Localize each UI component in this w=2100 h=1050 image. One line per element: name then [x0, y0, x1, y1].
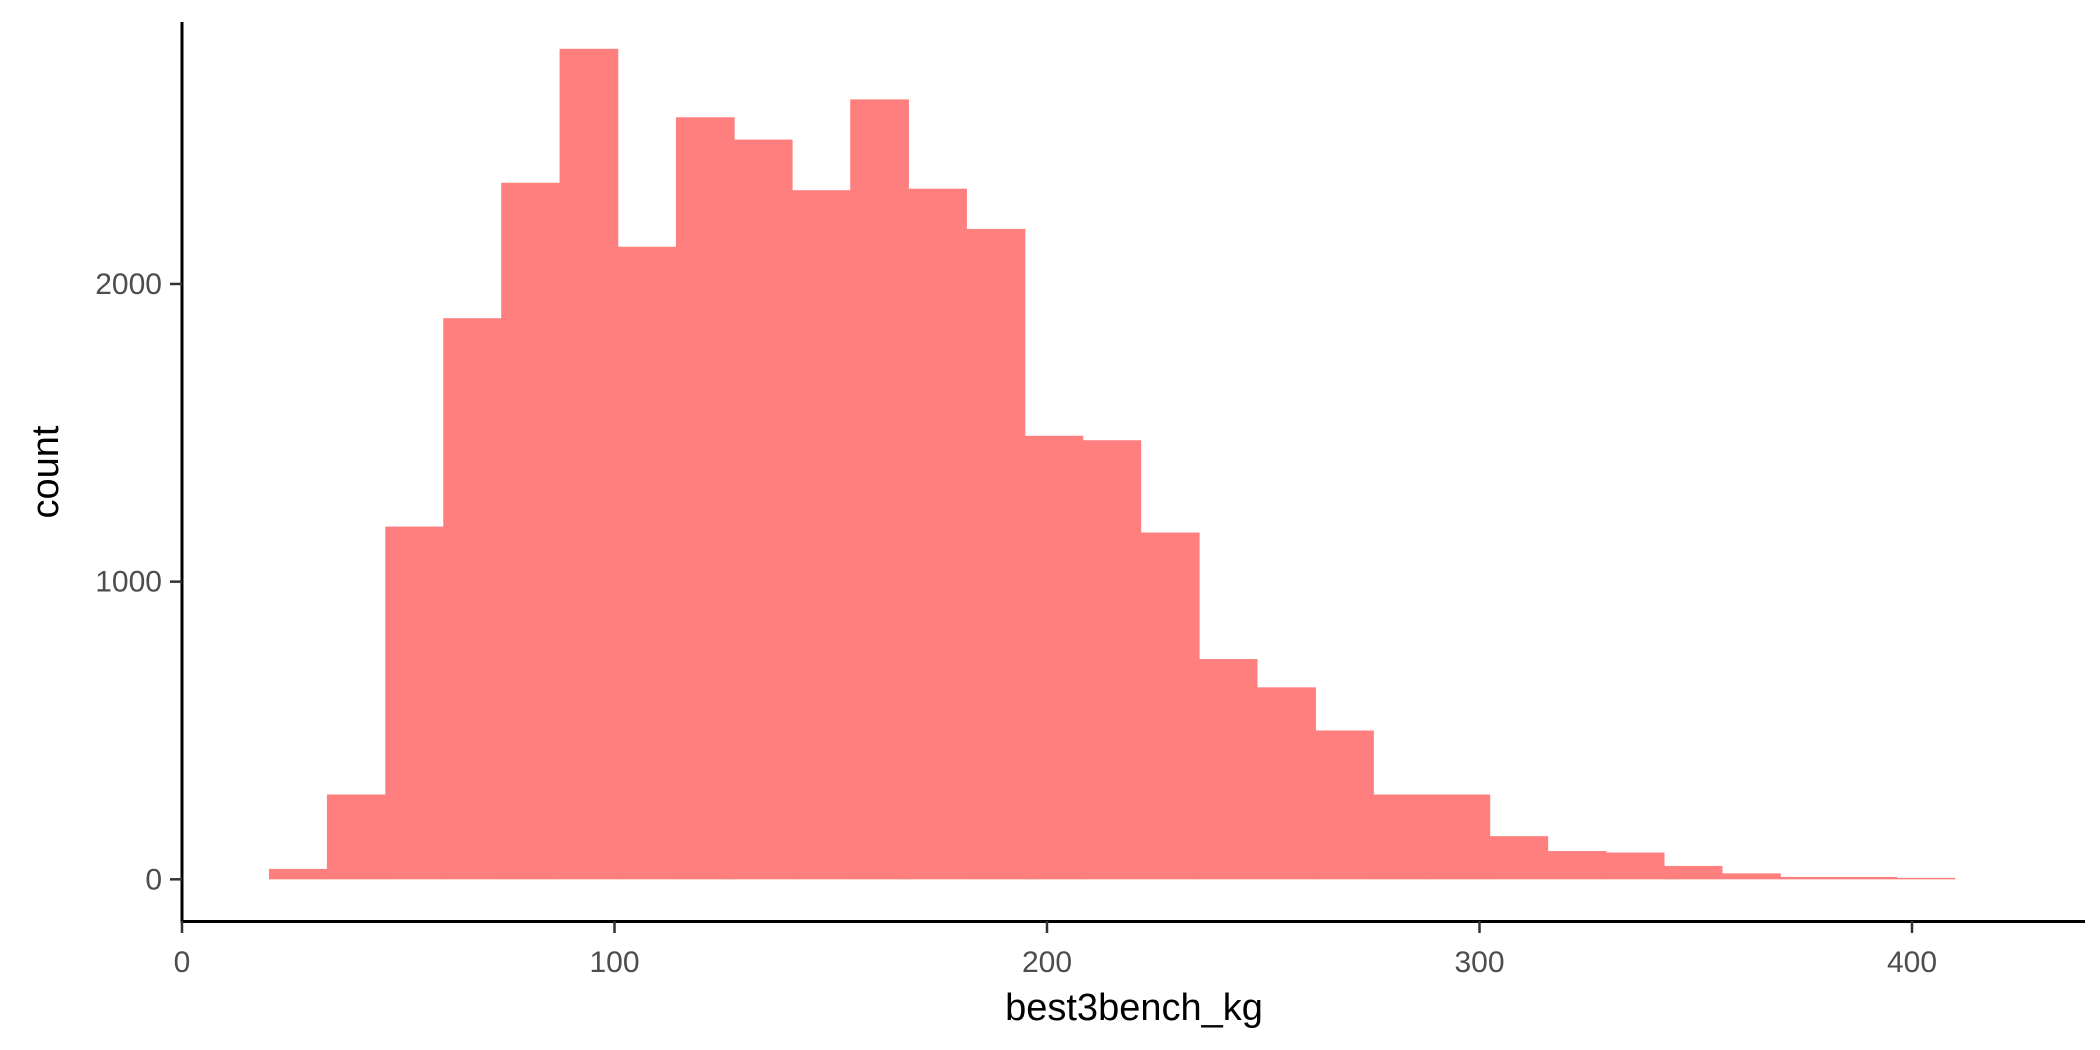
histogram-bar-13 — [966, 228, 1026, 880]
x-axis-ticks: 0 100 200 300 400 — [174, 921, 1937, 979]
histogram-bar-12 — [908, 188, 967, 880]
histogram-bar-20 — [1373, 794, 1432, 880]
histogram-bar-25 — [1663, 865, 1723, 880]
histogram-bar-2 — [326, 794, 386, 880]
histogram-bar-11 — [850, 99, 909, 880]
histogram-bar-23 — [1547, 851, 1607, 880]
histogram-bar-1 — [268, 868, 328, 880]
y-tick-label: 0 — [145, 863, 162, 896]
histogram-bar-8 — [675, 117, 735, 880]
histogram-bar-21 — [1431, 794, 1491, 880]
x-tick-label: 300 — [1454, 946, 1504, 979]
histogram-bar-15 — [1082, 440, 1142, 880]
histogram-bar-24 — [1605, 852, 1665, 880]
histogram-bar-18 — [1257, 687, 1316, 880]
x-tick-label: 200 — [1022, 946, 1072, 979]
x-axis-title: best3bench_kg — [1005, 987, 1263, 1029]
x-tick-label: 0 — [174, 946, 191, 979]
x-tick-label: 100 — [589, 946, 639, 979]
histogram-bar-26 — [1722, 873, 1781, 880]
y-axis-ticks: 0 1000 2000 — [95, 268, 182, 896]
histogram-bar-9 — [733, 139, 793, 880]
histogram-bar-10 — [791, 190, 851, 880]
histogram-bar-27 — [1780, 876, 1839, 880]
histogram-bar-22 — [1489, 836, 1549, 880]
histogram-bar-4 — [443, 318, 502, 880]
histogram-bars — [268, 48, 1956, 880]
histogram-bar-16 — [1140, 532, 1200, 880]
histogram-bar-19 — [1315, 730, 1374, 880]
histogram-bar-14 — [1024, 435, 1084, 880]
histogram-bar-17 — [1198, 659, 1258, 880]
x-tick-label: 400 — [1887, 946, 1937, 979]
y-axis-title: count — [25, 425, 67, 518]
histogram-bar-29 — [1896, 877, 1956, 880]
histogram-bar-7 — [617, 246, 677, 880]
histogram-bar-28 — [1838, 876, 1898, 880]
y-tick-label: 1000 — [95, 566, 162, 599]
y-tick-label: 2000 — [95, 268, 162, 301]
histogram-bar-5 — [501, 182, 560, 880]
histogram-bar-6 — [559, 48, 619, 880]
histogram-bar-3 — [385, 526, 444, 880]
